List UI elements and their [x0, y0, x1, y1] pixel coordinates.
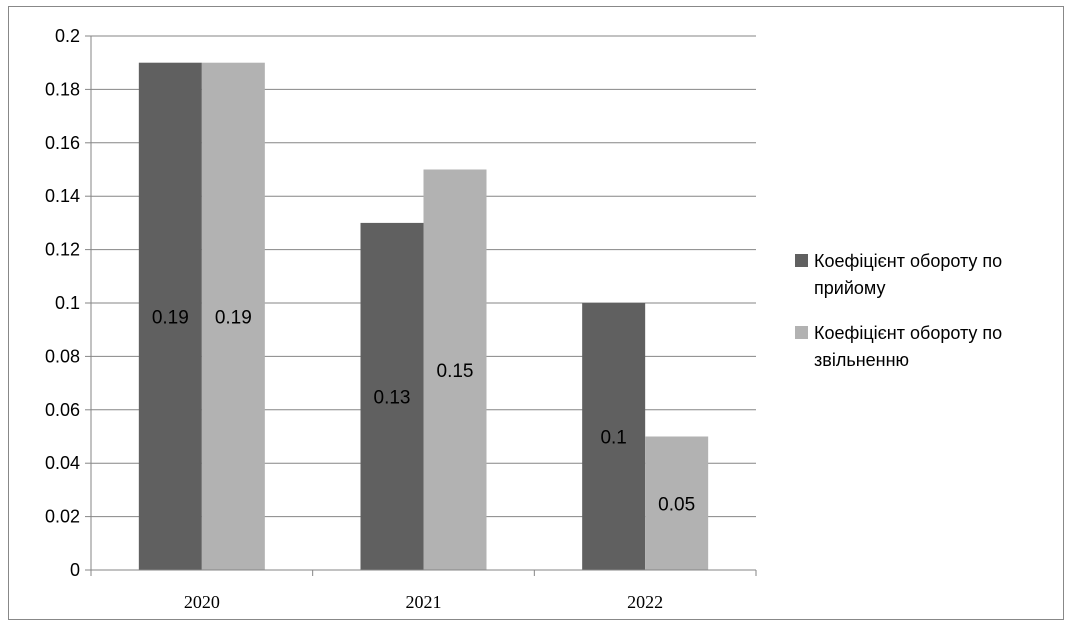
x-tick-label: 2022 — [627, 592, 663, 612]
y-tick-label: 0.18 — [45, 79, 80, 99]
bar — [582, 303, 646, 570]
x-tick-label: 2020 — [184, 592, 220, 612]
y-tick-labels: 0 0.02 0.04 0.06 0.08 0.1 0.12 0.14 0.16 0.18 0.2 — [45, 26, 80, 580]
legend-swatch — [795, 254, 808, 267]
y-tick-label: 0.16 — [45, 133, 80, 153]
y-tick-label: 0 — [70, 560, 80, 580]
data-label: 0.13 — [374, 387, 411, 408]
axes — [85, 35, 757, 576]
data-label: 0.15 — [437, 361, 474, 382]
data-label: 0.05 — [658, 494, 695, 515]
y-tick-label: 0.12 — [45, 240, 80, 260]
legend-label: Коефіцієнт обороту по — [814, 323, 1002, 343]
y-tick-label: 0.1 — [55, 293, 80, 313]
y-tick-label: 0.04 — [45, 453, 80, 473]
bar — [138, 62, 202, 570]
data-label: 0.19 — [152, 307, 189, 328]
y-tick-label: 0.02 — [45, 507, 80, 527]
y-tick-label: 0.06 — [45, 400, 80, 420]
legend-label: прийому — [814, 278, 885, 298]
bar — [201, 62, 265, 570]
y-tick-label: 0.14 — [45, 186, 80, 206]
data-labels: 0.19 0.19 0.13 0.15 0.1 0.05 — [152, 307, 695, 515]
data-label: 0.19 — [215, 307, 252, 328]
x-tick-label: 2021 — [406, 592, 442, 612]
y-tick-label: 0.08 — [45, 346, 80, 366]
bar — [423, 169, 487, 570]
bar — [360, 222, 424, 570]
data-label: 0.1 — [600, 428, 626, 449]
legend-swatch — [795, 326, 808, 339]
x-tick-labels: 2020 2021 2022 — [184, 592, 663, 612]
legend-label: Коефіцієнт обороту по — [814, 251, 1002, 271]
legend: Коефіцієнт обороту по прийому Коефіцієнт о… — [795, 251, 1002, 370]
legend-label: звільненню — [814, 350, 909, 370]
bars — [138, 62, 709, 570]
bar — [645, 436, 709, 570]
y-tick-label: 0.2 — [55, 26, 80, 46]
